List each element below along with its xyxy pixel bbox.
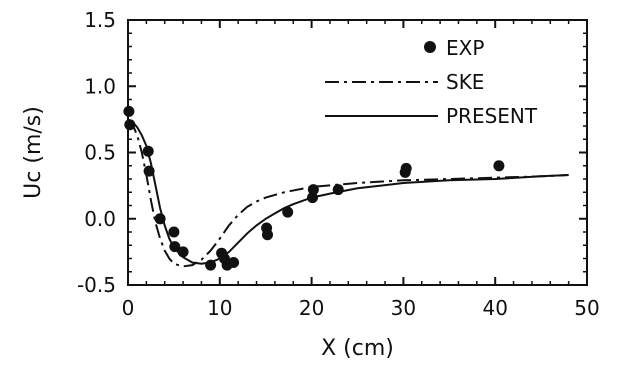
y-tick-label: 0.0 — [84, 207, 116, 231]
y-axis-label: Uc (m/s) — [21, 106, 46, 199]
legend-entry-present: PRESENT — [325, 104, 538, 128]
x-tick-label: 0 — [122, 296, 135, 320]
plot-area — [123, 105, 569, 271]
series-exp-points — [123, 105, 505, 271]
exp-data-point — [262, 229, 273, 241]
exp-data-point — [228, 257, 240, 268]
y-tick-label: 1.0 — [84, 74, 116, 98]
legend-label: PRESENT — [446, 104, 538, 128]
x-axis-label: X (cm) — [321, 336, 394, 361]
x-tick-label: 30 — [391, 296, 416, 320]
legend-entry-exp: EXP — [424, 36, 484, 60]
legend-entry-ske: SKE — [325, 70, 484, 94]
x-tick-label: 20 — [299, 296, 324, 320]
series-ske-line — [128, 121, 569, 268]
legend-marker — [424, 41, 436, 53]
exp-data-point — [282, 206, 294, 218]
axes: 0 10 20 30 40 50 -0.5 0.0 0.5 1.0 1.5 X (cm) Uc (m/s… — [21, 8, 600, 361]
legend-label: EXP — [446, 36, 484, 60]
exp-data-point — [493, 160, 505, 172]
plot-frame — [127, 19, 588, 286]
y-tick-label: -0.5 — [77, 273, 116, 297]
exp-data-point — [400, 162, 412, 174]
y-tick-label: 1.5 — [84, 8, 116, 32]
y-tick-label: 0.5 — [84, 141, 116, 165]
x-tick-label: 50 — [574, 296, 599, 320]
x-tick-label: 40 — [482, 296, 507, 320]
x-tick-label: 10 — [207, 296, 232, 320]
exp-data-point — [168, 226, 180, 238]
legend-label: SKE — [446, 70, 484, 94]
legend: EXP SKE PRESENT — [325, 36, 538, 128]
series-present-line — [128, 118, 569, 265]
